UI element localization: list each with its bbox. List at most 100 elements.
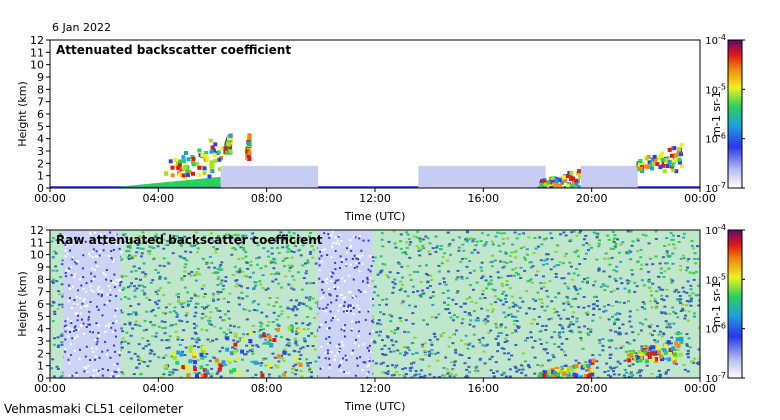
speckle-cell	[261, 286, 265, 289]
speckle-cell	[346, 247, 348, 250]
speckle-cell	[542, 285, 546, 288]
speckle-cell	[370, 315, 374, 318]
speckle-cell	[134, 311, 138, 314]
speckle-cell	[136, 355, 140, 358]
cloud-cell	[546, 180, 551, 185]
speckle-cell	[113, 286, 116, 289]
speckle-cell	[311, 345, 315, 347]
cloud-cell	[647, 355, 652, 359]
speckle-cell	[332, 272, 335, 275]
speckle-cell	[345, 359, 348, 362]
speckle-cell	[244, 234, 248, 237]
cloud-cell	[183, 175, 188, 180]
speckle-cell	[502, 290, 506, 293]
speckle-cell	[299, 370, 303, 372]
speckle-cell	[654, 340, 658, 343]
speckle-cell	[162, 265, 166, 268]
speckle-cell	[341, 341, 344, 344]
speckle-cell	[140, 252, 144, 255]
speckle-cell	[264, 265, 268, 268]
speckle-cell	[696, 284, 700, 287]
speckle-cell	[366, 365, 369, 368]
y-tick-label: 4	[37, 323, 44, 336]
speckle-cell	[460, 275, 464, 278]
speckle-cell	[208, 340, 212, 343]
speckle-cell	[326, 303, 329, 306]
speckle-cell	[74, 337, 76, 340]
speckle-cell	[530, 322, 534, 325]
speckle-cell	[136, 247, 140, 250]
cloud-cell	[557, 178, 562, 183]
speckle-cell	[246, 287, 250, 290]
speckle-cell	[550, 300, 554, 303]
speckle-cell	[237, 258, 241, 260]
speckle-cell	[203, 307, 206, 310]
speckle-cell	[319, 297, 322, 300]
panel-title: Raw attenuated backscatter coefficient	[56, 233, 323, 247]
speckle-cell	[578, 231, 582, 234]
speckle-cell	[502, 232, 506, 235]
speckle-cell	[292, 288, 296, 291]
speckle-cell	[64, 249, 67, 252]
speckle-cell	[530, 281, 534, 284]
speckle-cell	[99, 250, 102, 253]
speckle-cell	[468, 296, 472, 299]
speckle-cell	[71, 337, 74, 340]
speckle-cell	[394, 340, 398, 343]
speckle-cell	[514, 344, 518, 346]
speckle-cell	[419, 358, 423, 361]
speckle-cell	[505, 340, 509, 343]
speckle-cell	[564, 354, 567, 357]
speckle-cell	[561, 327, 565, 330]
speckle-cell	[318, 264, 321, 267]
speckle-cell	[381, 361, 385, 364]
speckle-cell	[110, 279, 113, 282]
speckle-cell	[654, 230, 658, 233]
speckle-cell	[206, 304, 210, 307]
speckle-cell	[428, 242, 432, 245]
cloud-cell	[653, 351, 658, 356]
y-tick-label: 9	[37, 71, 44, 84]
speckle-cell	[193, 327, 197, 330]
speckle-cell	[238, 269, 242, 272]
speckle-cell	[613, 234, 617, 237]
speckle-cell	[90, 289, 93, 292]
speckle-cell	[339, 369, 342, 372]
speckle-cell	[387, 240, 391, 243]
speckle-cell	[403, 367, 407, 370]
y-axis-label: Height (km)	[16, 81, 29, 147]
cloud-cell	[667, 160, 672, 164]
speckle-cell	[345, 307, 348, 310]
speckle-cell	[82, 254, 85, 257]
speckle-cell	[439, 248, 442, 250]
speckle-cell	[105, 278, 108, 281]
speckle-cell	[209, 323, 213, 326]
speckle-cell	[371, 318, 375, 321]
speckle-cell	[326, 352, 329, 355]
speckle-cell	[671, 252, 675, 255]
speckle-cell	[299, 254, 303, 257]
speckle-cell	[576, 292, 580, 295]
speckle-cell	[609, 247, 613, 250]
speckle-cell	[297, 303, 301, 306]
speckle-cell	[366, 346, 369, 349]
cloud-cell	[579, 375, 583, 378]
speckle-cell	[60, 341, 64, 344]
speckle-cell	[137, 343, 141, 346]
cloud-cell	[233, 342, 238, 347]
y-tick-label: 6	[37, 108, 44, 121]
speckle-cell	[517, 273, 521, 276]
speckle-cell	[592, 284, 596, 287]
speckle-cell	[412, 361, 416, 364]
x-tick-label: 20:00	[576, 382, 608, 395]
speckle-cell	[441, 256, 445, 259]
speckle-cell	[328, 366, 331, 369]
speckle-cell	[391, 344, 395, 347]
cloud-cell	[245, 149, 250, 154]
speckle-cell	[141, 271, 145, 274]
speckle-cell	[518, 306, 522, 309]
speckle-cell	[569, 265, 573, 268]
cloud-cell	[202, 166, 207, 171]
speckle-cell	[371, 320, 374, 323]
speckle-cell	[586, 280, 589, 283]
